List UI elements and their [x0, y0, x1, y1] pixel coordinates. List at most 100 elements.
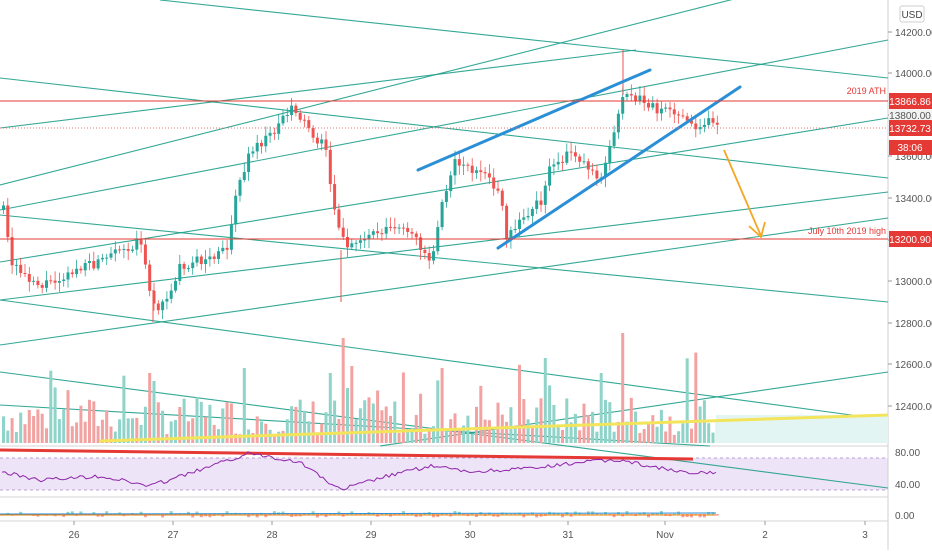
volume-bar [608, 402, 612, 443]
wedge-lower-line[interactable] [496, 85, 742, 250]
channel-line[interactable] [0, 217, 889, 346]
price-tick-label: 13600.00 [895, 152, 932, 163]
volume-bar [182, 398, 186, 443]
volume-bar [298, 399, 302, 443]
volume-bar [629, 397, 633, 443]
candle-body [83, 263, 87, 271]
candle-body [27, 273, 31, 282]
volume-bar [621, 333, 625, 443]
projection-arrow-head[interactable] [748, 221, 766, 239]
candle-body [96, 259, 100, 269]
july-price-badge [889, 231, 932, 247]
volume-bar [457, 428, 461, 443]
volume-bar [79, 405, 83, 443]
time-tick-label: 26 [68, 530, 80, 541]
macd-bar [647, 514, 650, 518]
candle-body [70, 272, 74, 275]
macd-bar [311, 511, 315, 515]
volume-bar [449, 419, 453, 443]
time-tick-label: 27 [167, 530, 179, 541]
volume-bar [251, 433, 255, 443]
channel-line[interactable] [0, 39, 889, 211]
price-tick-label: 12800.00 [895, 319, 932, 330]
volume-bar [303, 410, 306, 443]
volume-bar [401, 372, 405, 443]
volume-trend-line[interactable] [99, 413, 889, 443]
july-price-value: 13200.90 [889, 235, 931, 246]
volume-bar [178, 406, 182, 443]
channel-line[interactable] [0, 117, 889, 263]
macd-bar [685, 514, 689, 518]
candle-body [315, 137, 319, 144]
candle-body [432, 251, 435, 261]
volume-bar [70, 426, 74, 443]
volume-bar [604, 399, 607, 443]
volume-bar [199, 401, 203, 443]
volume-bar [475, 406, 478, 443]
candle-body [462, 164, 466, 166]
volume-bar [470, 433, 474, 443]
macd-bar [612, 514, 616, 518]
candle-body [10, 237, 14, 266]
macd-bar [414, 514, 418, 518]
volume-bar [698, 406, 702, 443]
volume-bar [419, 393, 423, 443]
volume-bar [221, 408, 225, 443]
candle-body [453, 159, 457, 176]
candle-body [195, 256, 199, 263]
rsi-band [0, 458, 888, 490]
channel-line[interactable] [0, 299, 889, 421]
channel-lines[interactable] [0, 0, 889, 489]
candle-body [268, 132, 272, 136]
rsi-trend-line[interactable] [0, 448, 694, 461]
candle-body [604, 162, 607, 178]
channel-line[interactable] [0, 191, 889, 301]
volume-bar [561, 429, 564, 443]
volume-bar [195, 397, 199, 443]
wedge-upper-line[interactable] [416, 68, 652, 172]
macd-bar [690, 514, 693, 518]
volume-bar [105, 410, 109, 443]
volume-bar [19, 412, 23, 443]
macd-bar [290, 514, 294, 518]
volume-bar [440, 368, 444, 443]
volume-bar [543, 358, 547, 443]
volume-bar [513, 426, 517, 443]
volume-bar [380, 410, 384, 443]
macd-bar [92, 512, 96, 515]
volume-bar [350, 366, 354, 443]
volume-bar [83, 421, 87, 443]
volume-bar [2, 416, 5, 443]
projection-arrow-line[interactable] [723, 149, 762, 237]
candle-body [518, 219, 521, 229]
volume-bar [487, 420, 491, 443]
macd-bar [509, 513, 513, 515]
volume-bar [161, 410, 165, 443]
macd-bar [315, 514, 319, 518]
volume-bar [616, 421, 620, 443]
candle-body [337, 209, 341, 228]
time-tick-label: 30 [464, 530, 476, 541]
volume-bar [156, 402, 160, 443]
candle-body [328, 149, 332, 185]
candle-body [303, 119, 306, 121]
volume-bar [148, 373, 152, 443]
channel-line[interactable] [0, 214, 889, 303]
candle-body [363, 239, 367, 241]
channel-line[interactable] [0, 49, 637, 129]
candle-body [655, 103, 659, 114]
macd-bar [66, 511, 70, 515]
macd-bar [702, 514, 706, 518]
drawings[interactable] [416, 68, 766, 250]
channel-line[interactable] [159, 0, 889, 79]
candle-body [225, 247, 229, 250]
candle-body [449, 175, 453, 192]
candle-body [530, 208, 534, 216]
candle-body [36, 280, 40, 286]
candle-body [573, 152, 577, 157]
time-axis[interactable]: 26 27 28 29 30 31 Nov 2 3 [68, 521, 868, 541]
currency-button[interactable] [899, 5, 925, 23]
volume-bar [281, 430, 285, 443]
channel-line[interactable] [0, 0, 888, 186]
